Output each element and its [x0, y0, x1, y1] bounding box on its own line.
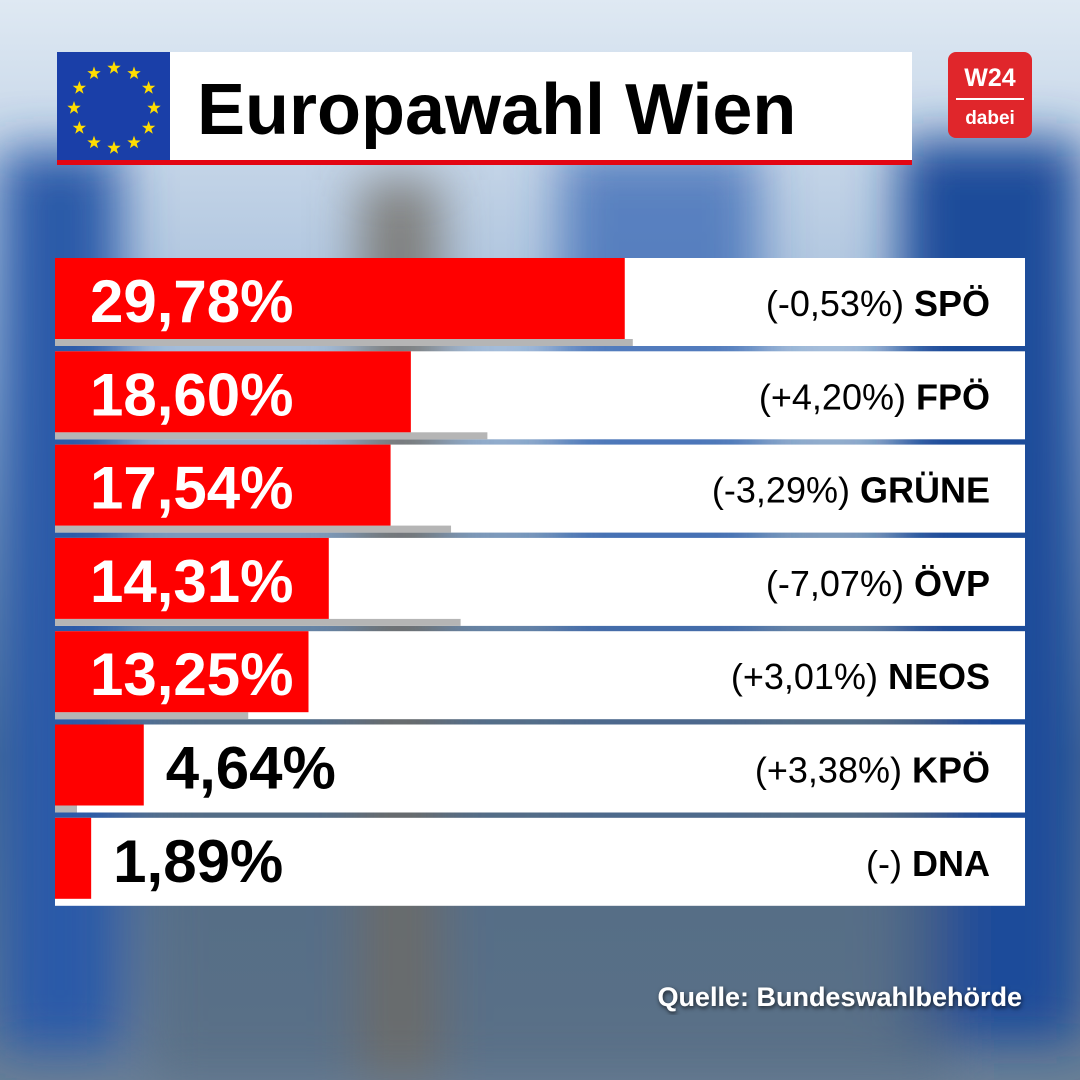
bar [55, 258, 625, 339]
party-label: NEOS [888, 656, 990, 697]
eu-star [147, 101, 161, 114]
eu-star [127, 66, 141, 79]
party-label: KPÖ [912, 750, 990, 791]
bar [55, 817, 92, 899]
title-box [170, 52, 912, 165]
party-label: GRÜNE [860, 470, 990, 511]
eu-star [67, 101, 81, 114]
previous-bar [55, 712, 249, 720]
previous-bar [55, 805, 78, 813]
value-label: 29,78% [90, 268, 294, 335]
party-label: SPÖ [914, 283, 990, 324]
value-label: 18,60% [90, 361, 294, 428]
row-label: (-0,53%) SPÖ [766, 283, 990, 324]
row-label: (+4,20%) FPÖ [759, 376, 990, 417]
bar [55, 631, 309, 713]
eu-star [142, 81, 156, 94]
change-label: (-) [866, 843, 902, 884]
row-background [55, 817, 1025, 906]
change-label: (-7,07%) [766, 563, 904, 604]
eu-star [127, 135, 141, 149]
eu-star [142, 121, 156, 134]
previous-bar [55, 339, 633, 346]
value-label: 13,25% [90, 641, 294, 708]
previous-bar [55, 618, 461, 626]
change-label: (+4,20%) [759, 376, 906, 417]
eu-star [72, 121, 86, 134]
value-label: 14,31% [90, 548, 294, 615]
row-label: (-7,07%) ÖVP [766, 563, 990, 604]
party-label: DNA [912, 843, 990, 884]
value-label: 17,54% [90, 455, 294, 522]
logo-tagline: dabei [965, 108, 1015, 129]
source: Quelle: Bundeswahlbehörde [657, 982, 1022, 1012]
eu-star [87, 66, 101, 79]
row-label: (+3,01%) NEOS [731, 656, 990, 697]
previous-bar [55, 525, 452, 533]
row-background [55, 724, 1025, 813]
value-label: 1,89% [113, 828, 283, 895]
party-label: FPÖ [916, 376, 990, 417]
eu-star [72, 81, 86, 94]
row-label: (-) DNA [866, 843, 990, 884]
logo [948, 52, 1032, 138]
row-label: (-3,29%) GRÜNE [712, 470, 990, 511]
eu-stars [67, 61, 161, 154]
change-label: (-0,53%) [766, 283, 904, 324]
bar [55, 724, 144, 806]
change-label: (+3,38%) [755, 750, 902, 791]
logo-brand: W24 [964, 64, 1016, 92]
rows: 29,78% (-0,53%) SPÖ 18,60% (+4,20%) FPÖ 17,5… [55, 258, 1025, 906]
previous-bar [55, 432, 488, 440]
row-label: (+3,38%) KPÖ [755, 750, 990, 791]
change-label: (+3,01%) [731, 656, 878, 697]
eu-star [107, 61, 121, 74]
eu-star [87, 135, 101, 149]
bar [55, 444, 391, 526]
title-underline [57, 160, 912, 165]
change-label: (-3,29%) [712, 470, 850, 511]
eu-star [107, 141, 121, 154]
party-label: ÖVP [914, 563, 990, 604]
bar [55, 351, 411, 433]
value-label: 4,64% [166, 735, 336, 802]
chart-title: Europawahl Wien [197, 70, 796, 150]
bar [55, 537, 329, 619]
